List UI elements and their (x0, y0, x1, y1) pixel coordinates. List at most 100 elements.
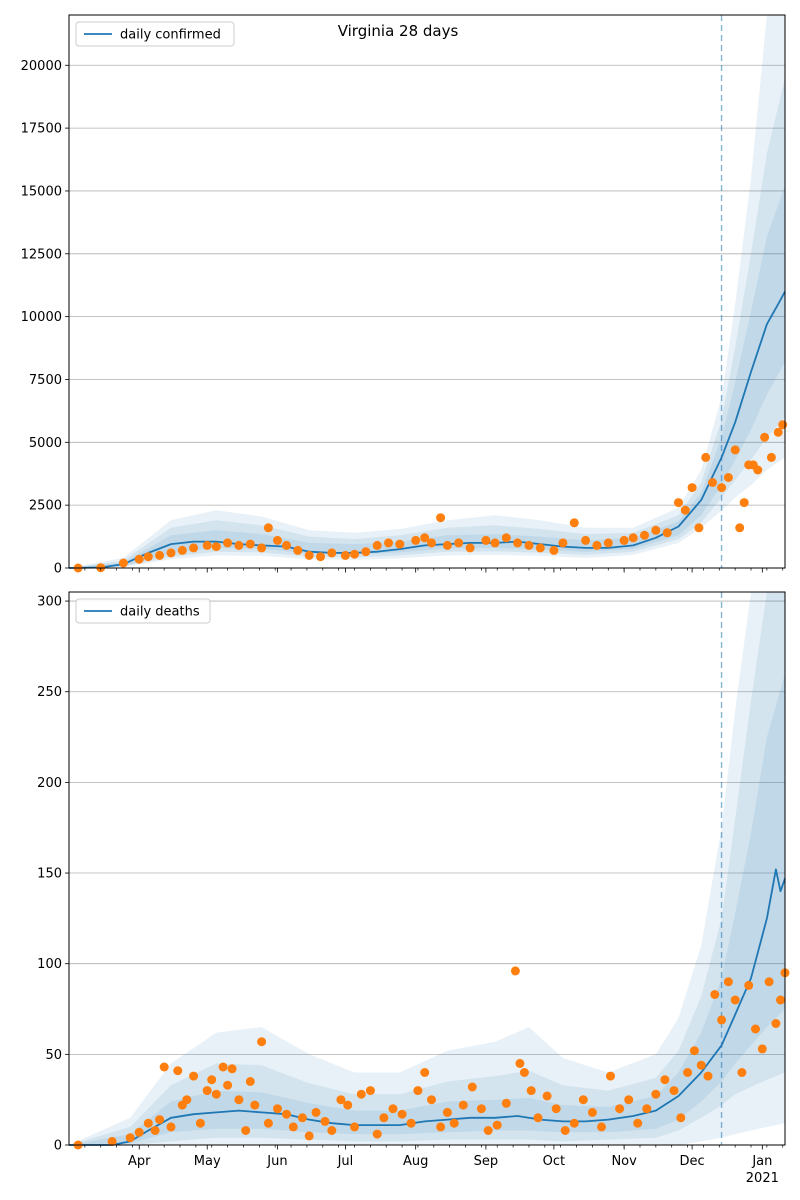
observed-point (615, 1104, 625, 1114)
observed-point (558, 538, 568, 548)
observed-point (411, 535, 421, 545)
observed-point (751, 1024, 760, 1034)
observed-point (397, 1109, 407, 1119)
observed-point (379, 1113, 389, 1123)
figure-title: Virginia 28 days (338, 22, 459, 40)
observed-point (587, 1107, 597, 1117)
observed-point (207, 1075, 217, 1085)
observed-point (513, 538, 523, 548)
observed-point (107, 1136, 117, 1146)
observed-point (427, 538, 436, 548)
x-tick-label: Apr (128, 1154, 151, 1169)
y-tick-label: 20000 (21, 59, 62, 74)
observed-point (766, 452, 776, 462)
observed-point (311, 1107, 321, 1117)
observed-point (757, 1044, 767, 1054)
observed-point (694, 523, 704, 533)
legend-box (75, 598, 211, 624)
observed-point (640, 530, 649, 540)
observed-point (134, 554, 144, 564)
y-tick-label: 100 (37, 957, 62, 972)
deaths-panel: 0 50 100 150 200 250 300 daily deaths (37, 591, 790, 1154)
y-tick-label: 2500 (29, 499, 62, 514)
observed-point (420, 533, 430, 543)
observed-point (257, 543, 267, 553)
observed-point (388, 1104, 398, 1114)
observed-point (606, 1071, 615, 1081)
observed-point (465, 543, 475, 553)
observed-point (519, 1068, 529, 1077)
observed-point (245, 539, 255, 549)
observed-point (674, 498, 683, 508)
observed-point (597, 1122, 606, 1132)
observed-point (764, 977, 774, 987)
observed-point (569, 1118, 579, 1128)
observed-point (282, 540, 291, 550)
observed-point (327, 548, 337, 558)
y-tick-label: 300 (37, 595, 62, 610)
observed-point (483, 1126, 493, 1135)
y-tick-label: 5000 (29, 436, 62, 451)
observed-point (744, 980, 754, 990)
observed-point (501, 1098, 511, 1108)
observed-point (316, 552, 325, 562)
observed-point (227, 1064, 237, 1074)
observed-point (234, 1095, 244, 1105)
observed-point (143, 1118, 153, 1128)
observed-point (717, 1015, 727, 1025)
y-tick-label: 15000 (21, 184, 62, 199)
observed-point (245, 1077, 255, 1086)
observed-point (304, 550, 314, 560)
observed-point (689, 1046, 699, 1056)
observed-point (778, 420, 788, 430)
observed-point (177, 545, 187, 555)
observed-point (189, 1071, 199, 1081)
x-tick-label: Jan (751, 1154, 772, 1169)
observed-point (166, 548, 176, 558)
observed-point (273, 1104, 282, 1114)
observed-point (510, 966, 520, 976)
observed-point (263, 523, 273, 533)
observed-point (336, 1095, 346, 1105)
observed-point (515, 1058, 525, 1068)
observed-point (730, 995, 740, 1005)
observed-point (202, 540, 212, 550)
confirmed-panel: 0 2500 5000 7500 10000 12500 15000 17500 20000 da… (21, 14, 788, 577)
observed-point (150, 1126, 160, 1135)
observed-point (189, 543, 199, 553)
observed-point (642, 1104, 652, 1114)
observed-point (282, 1109, 291, 1119)
observed-point (723, 977, 733, 987)
y-tick-label: 0 (54, 562, 62, 577)
observed-point (651, 525, 661, 535)
x-tick-label: May (194, 1154, 221, 1169)
observed-point (624, 1095, 634, 1105)
observed-point (578, 1095, 588, 1105)
observed-point (723, 473, 733, 482)
x-tick-label: Jul (337, 1154, 354, 1169)
observed-point (676, 1113, 686, 1123)
observed-point (481, 535, 491, 545)
observed-point (257, 1037, 267, 1047)
x-tick-label: Nov (611, 1154, 637, 1169)
y-tick-label: 7500 (29, 373, 62, 388)
uncertainty-band (69, 592, 785, 1145)
observed-point (526, 1086, 536, 1096)
observed-point (218, 1062, 228, 1072)
x-year-label: 2021 (746, 1171, 779, 1186)
observed-point (703, 1071, 713, 1081)
axes-frame (68, 14, 786, 569)
observed-point (458, 1100, 468, 1110)
observed-point (356, 1089, 366, 1099)
observed-point (710, 990, 720, 999)
observed-point (628, 533, 638, 543)
y-tick-label: 10000 (21, 310, 62, 325)
observed-point (195, 1118, 205, 1128)
observed-point (384, 538, 393, 548)
observed-point (343, 1100, 353, 1110)
observed-point (669, 1086, 679, 1096)
observed-point (211, 542, 221, 552)
observed-point (739, 498, 749, 508)
legend-label: daily confirmed (120, 28, 221, 43)
legend: daily confirmed (75, 21, 235, 47)
